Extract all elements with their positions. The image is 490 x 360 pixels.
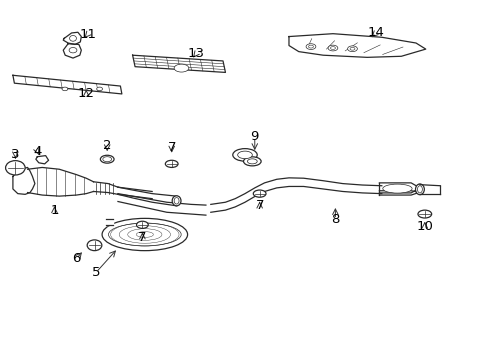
Ellipse shape: [100, 155, 114, 163]
Text: 10: 10: [416, 220, 433, 233]
Ellipse shape: [347, 46, 357, 51]
Text: 11: 11: [79, 28, 96, 41]
Ellipse shape: [137, 221, 148, 228]
Ellipse shape: [174, 198, 179, 204]
Ellipse shape: [233, 149, 257, 161]
Ellipse shape: [328, 45, 338, 51]
Text: 7: 7: [255, 199, 264, 212]
Polygon shape: [211, 178, 382, 212]
Ellipse shape: [247, 159, 257, 164]
Polygon shape: [13, 167, 35, 194]
Ellipse shape: [87, 240, 102, 251]
Ellipse shape: [416, 184, 424, 195]
Polygon shape: [63, 32, 81, 44]
Text: 9: 9: [250, 130, 259, 144]
Text: 7: 7: [138, 231, 147, 244]
Ellipse shape: [383, 184, 412, 193]
Ellipse shape: [350, 47, 355, 50]
Ellipse shape: [102, 219, 188, 251]
Ellipse shape: [108, 223, 181, 246]
Text: 7: 7: [168, 141, 176, 154]
Text: 4: 4: [33, 145, 42, 158]
Ellipse shape: [174, 64, 189, 72]
Polygon shape: [420, 185, 441, 194]
Polygon shape: [36, 156, 49, 164]
Ellipse shape: [418, 210, 432, 218]
Polygon shape: [379, 183, 420, 195]
Ellipse shape: [253, 190, 266, 197]
Text: 5: 5: [92, 266, 100, 279]
Ellipse shape: [238, 151, 252, 159]
Ellipse shape: [244, 157, 261, 166]
Polygon shape: [63, 44, 81, 58]
Text: 12: 12: [78, 87, 95, 100]
Text: 14: 14: [368, 27, 384, 40]
Ellipse shape: [165, 160, 178, 167]
Ellipse shape: [103, 157, 112, 162]
Ellipse shape: [69, 48, 77, 53]
Text: 2: 2: [103, 139, 111, 152]
Ellipse shape: [417, 186, 422, 193]
Polygon shape: [13, 75, 122, 94]
Text: 13: 13: [188, 47, 205, 60]
Ellipse shape: [331, 46, 335, 49]
Ellipse shape: [97, 87, 102, 91]
Ellipse shape: [62, 87, 68, 91]
Ellipse shape: [70, 36, 76, 41]
Text: 8: 8: [331, 213, 340, 226]
Polygon shape: [106, 220, 113, 225]
Polygon shape: [94, 182, 118, 194]
Text: 3: 3: [11, 148, 20, 161]
Polygon shape: [118, 194, 206, 215]
Polygon shape: [133, 55, 225, 72]
Text: 1: 1: [50, 204, 59, 217]
Text: 6: 6: [72, 252, 81, 265]
Ellipse shape: [172, 196, 181, 206]
Ellipse shape: [5, 161, 25, 175]
Polygon shape: [289, 34, 426, 57]
Polygon shape: [118, 187, 176, 206]
Ellipse shape: [309, 45, 314, 48]
Polygon shape: [27, 167, 94, 196]
Ellipse shape: [306, 44, 316, 49]
